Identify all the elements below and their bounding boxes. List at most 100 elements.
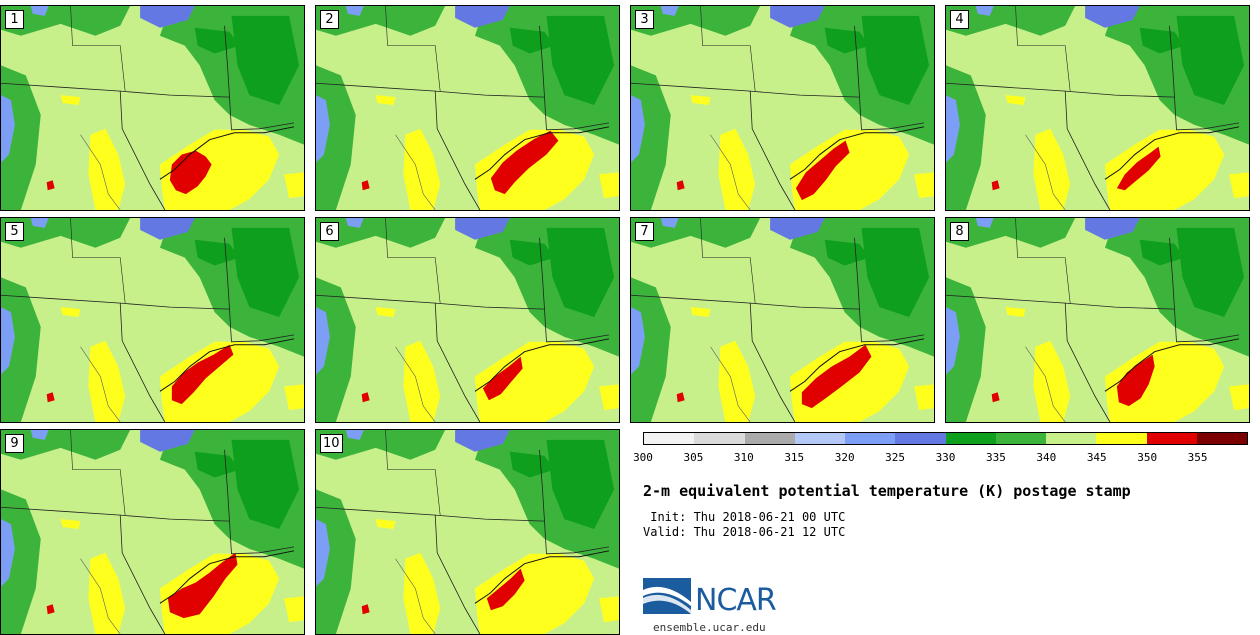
map-shape [385,218,441,304]
map-shape [171,344,234,405]
member-panel-7: 7 [630,217,935,423]
equivalent-potential-temperature-map [316,6,619,210]
colorbar [643,432,1248,445]
map-shape [546,227,615,318]
colorbar-segment [1046,433,1097,444]
colorbar-tick-label: 330 [935,451,956,464]
member-panel-2: 2 [315,5,620,211]
member-number-label: 5 [5,222,24,241]
map-shape [1169,237,1175,310]
map-shape [482,356,523,401]
colorbar-segment [744,433,795,444]
map-shape [140,6,195,28]
map-shape [975,6,994,16]
map-shape [474,550,610,604]
map-shape [224,237,230,310]
map-shape [231,15,300,106]
map-shape [88,340,126,422]
map-shape [710,134,751,210]
map-shape [914,384,934,411]
map-shape [1176,227,1245,318]
map-shape [403,552,441,634]
map-shape [194,239,240,266]
map-shape [1116,146,1161,191]
map-shape [509,451,555,478]
member-number-label: 1 [5,10,24,29]
member-panel-6: 6 [315,217,620,423]
map-shape [1169,25,1175,98]
map-shape [631,95,645,163]
map-shape [385,430,441,516]
colorbar-segment [995,433,1046,444]
map-shape [316,506,481,634]
map-shape [660,218,679,228]
map-shape [946,307,960,375]
member-number-label: 3 [635,10,654,29]
colorbar-tick-label: 325 [885,451,906,464]
map-shape [224,449,230,522]
map-shape [1025,134,1066,210]
equivalent-potential-temperature-map [1,430,304,634]
colorbar-tick-label: 335 [985,451,1006,464]
member-panel-10: 10 [315,429,620,635]
ensemble-url[interactable]: ensemble.ucar.edu [653,621,766,634]
map-shape [474,338,610,392]
map-shape [676,392,685,403]
map-shape [789,338,925,392]
map-shape [1065,90,1240,131]
map-shape [194,27,240,54]
map-shape [120,302,295,343]
map-shape [509,27,555,54]
map-shape [546,15,615,106]
equivalent-potential-temperature-map [946,218,1249,422]
colorbar-segment [1096,433,1147,444]
map-shape [455,218,510,240]
colorbar-tick-label: 350 [1137,451,1158,464]
map-shape [60,95,81,106]
map-shape [690,95,711,106]
map-shape [1139,27,1185,54]
map-shape [345,6,364,16]
map-shape [1033,128,1071,210]
map-shape [30,430,49,440]
map-shape [1,307,15,375]
colorbar-tick-label: 340 [1036,451,1057,464]
member-panel-4: 4 [945,5,1250,211]
equivalent-potential-temperature-map [316,218,619,422]
map-shape [824,27,870,54]
map-shape [474,126,610,180]
map-shape [631,294,796,422]
map-shape [991,180,1000,191]
member-panel-9: 9 [0,429,305,635]
member-panel-8: 8 [945,217,1250,423]
map-shape [539,449,545,522]
map-shape [824,239,870,266]
init-time: Init: Thu 2018-06-21 00 UTC [643,510,846,524]
map-shape [599,384,619,411]
map-shape [403,128,441,210]
map-shape [1139,239,1185,266]
map-shape [599,596,619,623]
map-shape [861,15,930,106]
map-shape [224,25,230,98]
map-shape [46,604,55,615]
map-shape [395,134,436,210]
map-shape [316,294,481,422]
map-shape [1025,346,1066,422]
map-shape [1229,384,1249,411]
map-shape [946,82,1111,210]
colorbar-tick-label: 320 [834,451,855,464]
map-shape [345,218,364,228]
map-shape [1015,6,1071,92]
map-shape [284,172,304,199]
map-shape [789,126,925,180]
ncar-logo: NCAR [643,578,793,622]
colorbar-segment [794,433,845,444]
map-shape [474,341,595,422]
map-shape [1104,126,1240,180]
map-shape [991,392,1000,403]
map-shape [1033,340,1071,422]
map-shape [631,307,645,375]
map-shape [361,604,370,615]
equivalent-potential-temperature-map [316,430,619,634]
